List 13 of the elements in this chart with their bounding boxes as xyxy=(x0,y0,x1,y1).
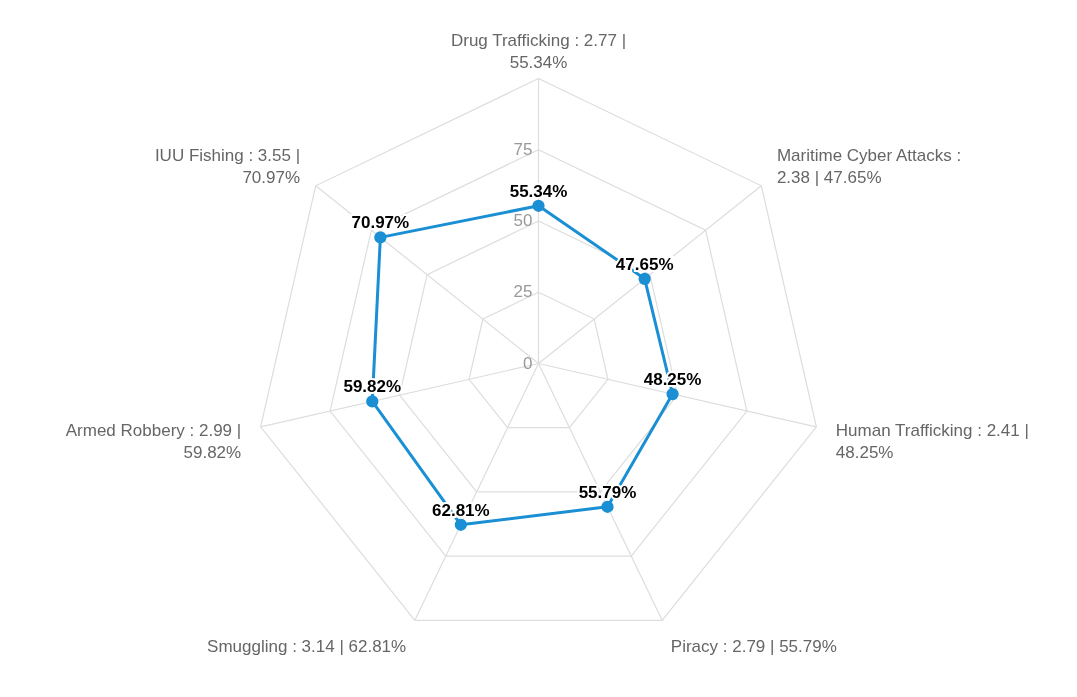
data-label: 70.97% xyxy=(351,213,410,233)
data-label: 55.34% xyxy=(509,181,568,201)
y-tick-label: 25 xyxy=(513,282,533,302)
spoke-label: Human Trafficking : 2.41 | 48.25% xyxy=(835,421,1029,463)
spoke-label: Armed Robbery : 2.99 | 59.82% xyxy=(65,421,242,463)
spoke-label: Drug Trafficking : 2.77 | 55.34% xyxy=(450,31,627,73)
spoke-label: Smuggling : 3.14 | 62.81% xyxy=(207,636,407,656)
y-tick-label: 50 xyxy=(513,211,533,230)
spoke-label: IUU Fishing : 3.55 | 70.97% xyxy=(154,146,301,188)
y-tick-label: 75 xyxy=(513,139,533,159)
y-tick-label: 0 xyxy=(523,353,533,373)
spoke-label: Piracy : 2.79 | 55.79% xyxy=(670,636,837,656)
spoke-label: Maritime Cyber Attacks : 2.38 | 47.65% xyxy=(776,146,962,188)
